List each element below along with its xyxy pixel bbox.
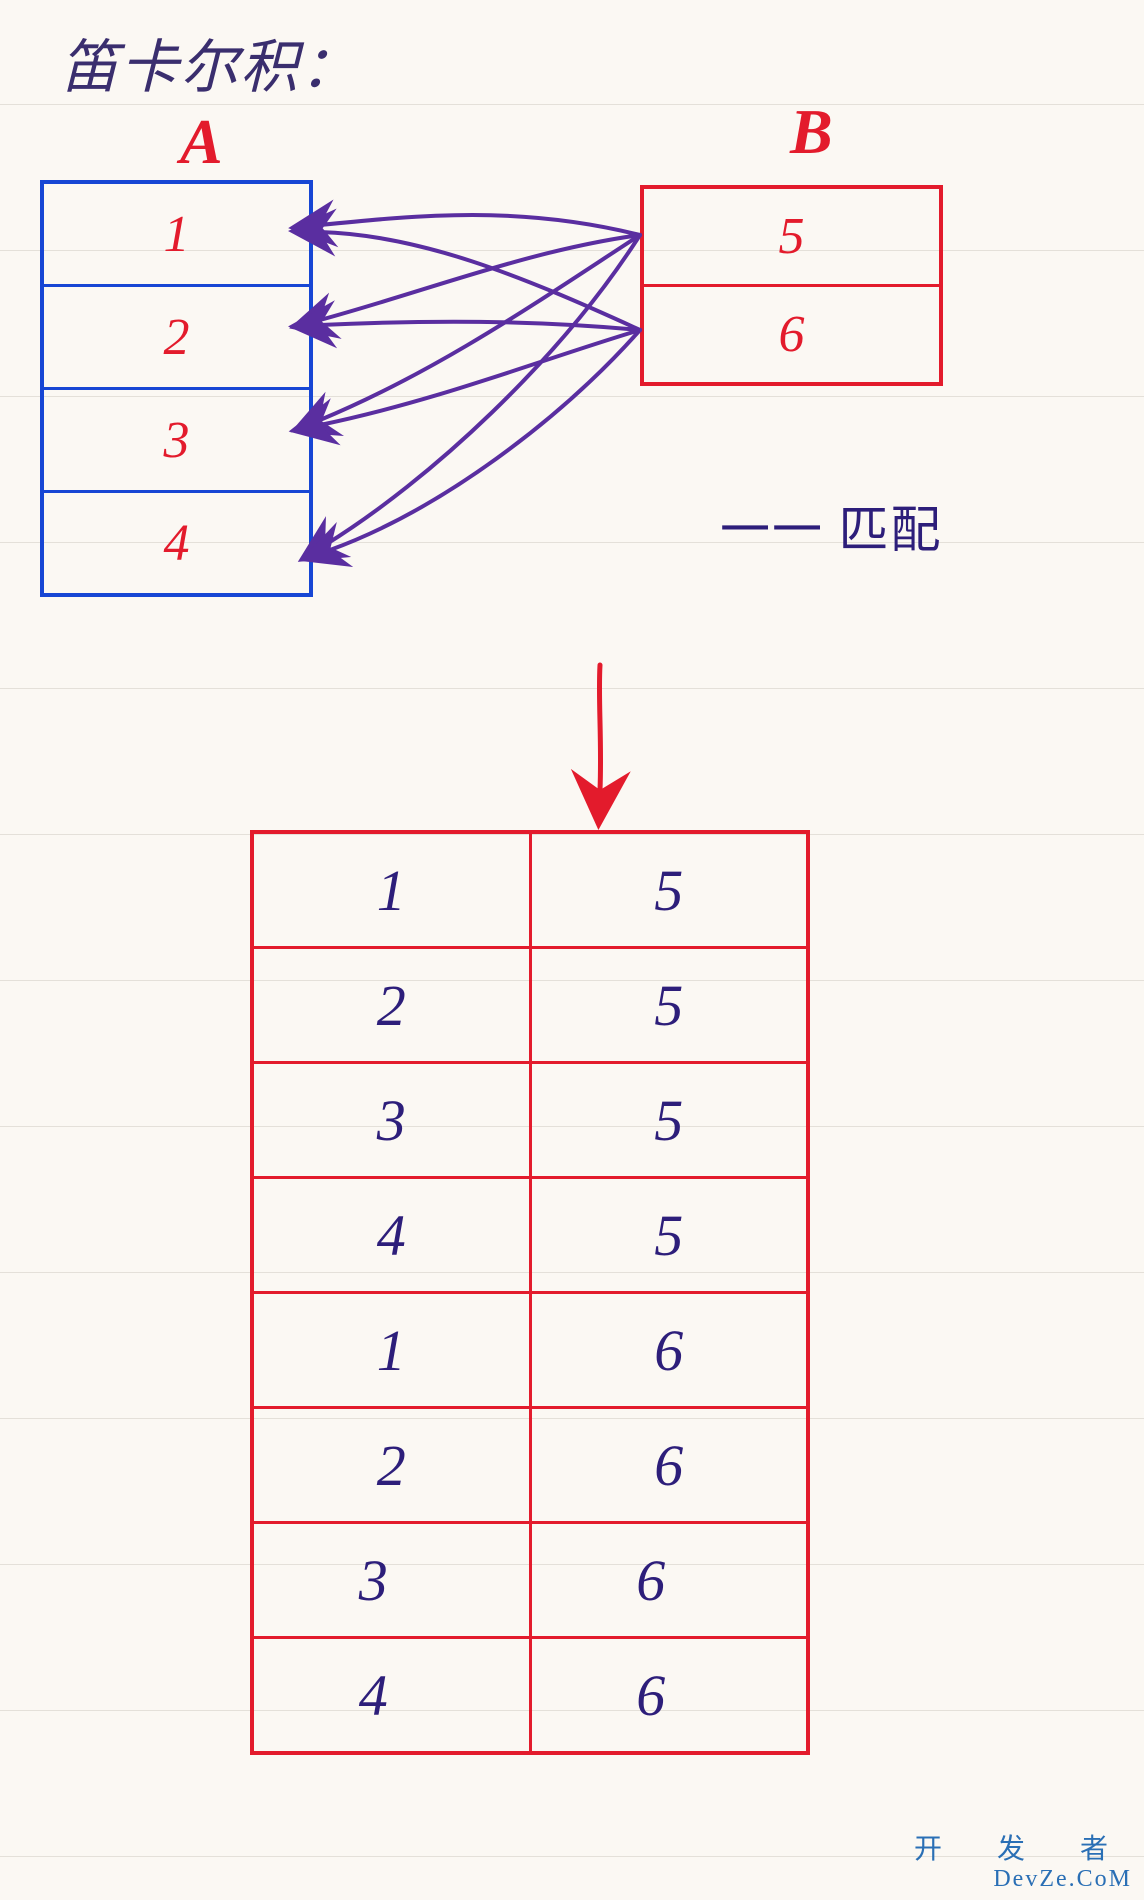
table-row: 15 [252, 832, 808, 948]
table-row: 16 [252, 1293, 808, 1408]
table-A-row: 4 [44, 490, 309, 593]
cell-b: 6 [512, 1523, 790, 1638]
cell-a: 2 [252, 948, 530, 1063]
table-A-row: 1 [44, 184, 309, 284]
cell-b: 5 [530, 1063, 808, 1178]
label-B: B [790, 95, 833, 169]
watermark-en: DevZe.CoM [914, 1866, 1132, 1892]
table-row: 45 [252, 1178, 808, 1293]
watermark-cn: 开 发 者 [914, 1835, 1132, 1866]
table-B-row: 6 [644, 284, 939, 382]
table-row: 36 [234, 1523, 790, 1638]
label-A: A [180, 105, 223, 179]
cell-a: 4 [234, 1638, 512, 1754]
table-B-row: 5 [644, 189, 939, 284]
cell-b: 6 [512, 1638, 790, 1754]
cell-a: 1 [252, 832, 530, 948]
page-title: 笛卡尔积： [60, 20, 360, 104]
result-table: 15 25 35 45 16 26 36 46 [250, 830, 810, 1755]
cell-b: 6 [530, 1408, 808, 1523]
table-row: 26 [252, 1408, 808, 1523]
table-row: 25 [252, 948, 808, 1063]
table-A: 1 2 3 4 [40, 180, 313, 597]
cell-b: 6 [530, 1293, 808, 1408]
cell-b: 5 [530, 1178, 808, 1293]
table-B: 5 6 [640, 185, 943, 386]
mapping-arrows [320, 215, 640, 550]
table-row: 46 [234, 1638, 790, 1754]
cell-b: 5 [530, 948, 808, 1063]
table-A-row: 3 [44, 387, 309, 490]
down-arrow-icon [599, 665, 600, 790]
cell-a: 3 [234, 1523, 512, 1638]
match-annotation: 一一 匹配 [720, 490, 943, 562]
watermark: 开 发 者 DevZe.CoM [914, 1835, 1132, 1892]
cell-a: 1 [252, 1293, 530, 1408]
cell-a: 4 [252, 1178, 530, 1293]
table-row: 35 [252, 1063, 808, 1178]
cell-a: 3 [252, 1063, 530, 1178]
cell-b: 5 [530, 832, 808, 948]
cell-a: 2 [252, 1408, 530, 1523]
table-A-row: 2 [44, 284, 309, 387]
